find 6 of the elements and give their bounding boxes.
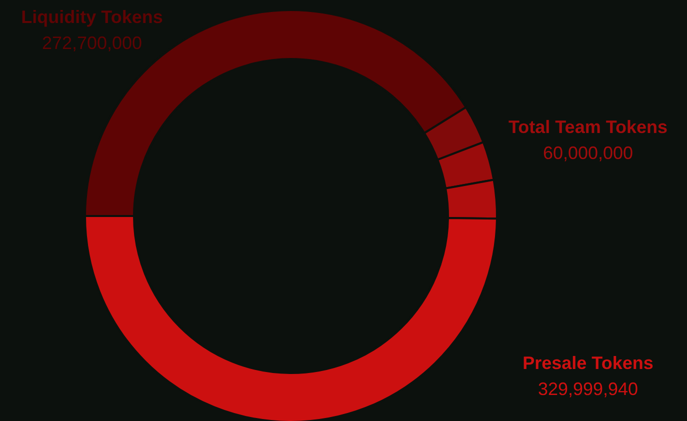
text: Total Team Tokens xyxy=(508,117,668,137)
slice-label: Presale Tokens xyxy=(522,353,654,373)
data-label: 272,700,000 xyxy=(42,33,142,53)
text: 60,000,000 xyxy=(542,143,634,163)
data-label: 329,999,940 xyxy=(538,379,638,399)
slice-label: Liquidity Tokens xyxy=(21,7,163,27)
